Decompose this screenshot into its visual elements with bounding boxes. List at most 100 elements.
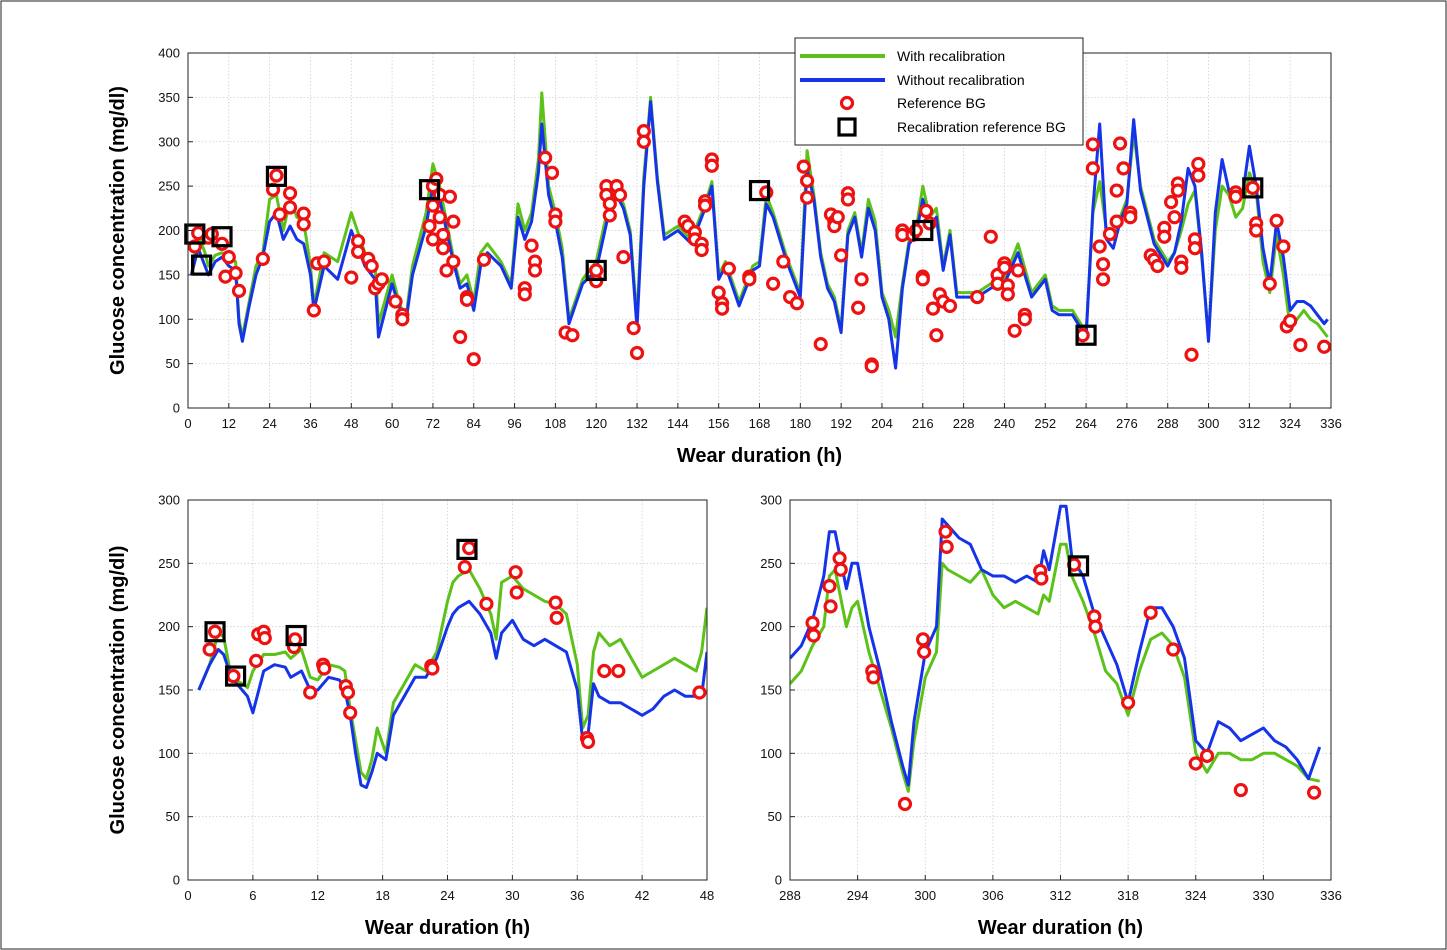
x-tick-label: 168: [749, 416, 771, 431]
series-line-without-recalibration: [197, 599, 707, 789]
x-tick-label: 306: [982, 888, 1004, 903]
reference-bg-point: [939, 539, 954, 554]
reference-bg-point: [789, 296, 805, 311]
x-tick-label: 18: [375, 888, 389, 903]
reference-bg-point: [1188, 756, 1203, 771]
reference-bg-point: [1164, 195, 1179, 210]
reference-bg-point: [282, 186, 298, 201]
reference-bg-point: [527, 263, 543, 278]
x-tick-label: 0: [184, 888, 191, 903]
reference-bg-point: [1276, 239, 1291, 254]
reference-bg-point: [1157, 229, 1172, 244]
reference-bg-point: [1233, 782, 1248, 798]
reference-bg-point: [616, 250, 631, 265]
legend-label: Without recalibration: [897, 72, 1025, 88]
reference-bg-point: [459, 292, 475, 307]
y-tick-label: 300: [760, 493, 782, 508]
reference-bg-point: [340, 685, 356, 700]
reference-bg-point: [612, 187, 628, 203]
x-tick-label: 336: [1320, 888, 1342, 903]
reference-bg-point: [509, 585, 524, 600]
reference-bg-point: [344, 270, 359, 285]
reference-bg-point: [580, 734, 596, 750]
recalibration-bg-point: [748, 179, 771, 202]
x-tick-label: 24: [262, 416, 276, 431]
reference-bg-point: [1150, 258, 1165, 274]
reference-bg-point: [446, 214, 461, 229]
chart-panel-2: 0 6 12 18 24 30 36 42 48 0 50 100 150 200 250 300 Wear d…: [107, 493, 714, 940]
reference-bg-point: [602, 208, 617, 223]
reference-bg-point: [832, 551, 847, 566]
reference-bg-point: [611, 663, 626, 679]
reference-bg-point: [1191, 156, 1206, 172]
reference-bg-point: [796, 159, 811, 174]
chart-panel-3: 288 294 300 306 312 318 324 330 336 0 50 100 150 200 2…: [760, 493, 1342, 940]
x-tick-label: 72: [426, 416, 440, 431]
x-axis-label: Wear duration (h): [365, 917, 530, 939]
recalibration-bg-point: [1075, 324, 1097, 346]
reference-bg-point: [1034, 571, 1049, 586]
reference-bg-point: [226, 668, 241, 684]
reference-bg-point: [436, 227, 451, 243]
x-tick-label: 120: [585, 416, 607, 431]
reference-bg-point: [938, 524, 953, 539]
reference-bg-point: [565, 328, 580, 343]
reference-bg-point: [202, 642, 217, 657]
reference-bg-point: [692, 685, 707, 700]
x-tick-label: 42: [635, 888, 649, 903]
reference-bg-point: [439, 263, 454, 278]
reference-bg-point: [694, 242, 709, 258]
reference-bg-point: [1092, 239, 1107, 254]
x-axis-label: Wear duration (h): [978, 917, 1143, 939]
y-tick-label: 100: [760, 746, 782, 761]
x-tick-label: 252: [1034, 416, 1056, 431]
x-tick-label: 228: [953, 416, 975, 431]
x-tick-label: 96: [507, 416, 521, 431]
x-tick-label: 240: [994, 416, 1016, 431]
reference-bg-point: [538, 150, 553, 165]
y-tick-label: 50: [768, 809, 782, 824]
x-tick-label: 330: [1253, 888, 1275, 903]
reference-bg-point: [1010, 263, 1026, 278]
reference-bg-point: [929, 328, 944, 343]
reference-bg-point: [800, 190, 815, 205]
reference-bg-point: [269, 168, 284, 183]
reference-bg-point: [915, 272, 930, 287]
reference-bg-point: [214, 236, 230, 251]
reference-bg-point: [864, 359, 879, 374]
y-tick-label: 200: [158, 223, 180, 238]
reference-bg-point: [759, 185, 774, 200]
reference-bg-point: [466, 352, 481, 367]
x-tick-label: 336: [1320, 416, 1342, 431]
reference-bg-point: [317, 661, 332, 676]
reference-bg-point: [442, 189, 458, 204]
reference-bg-point: [1199, 748, 1215, 763]
reference-bg-point: [917, 644, 932, 660]
reference-bg-point: [1191, 168, 1206, 183]
reference-bg-point: [1085, 137, 1100, 152]
reference-bg-point: [830, 210, 845, 225]
reference-bg-point: [388, 294, 403, 309]
reference-bg-point: [1088, 619, 1103, 634]
legend: With recalibration Without recalibration R…: [794, 37, 1084, 146]
reference-bg-point: [429, 171, 444, 187]
reference-bg-point: [453, 329, 468, 345]
reference-bg-point: [942, 298, 958, 314]
reference-bg-point: [1317, 339, 1332, 354]
y-axis-label: Glucose concentration (mg/dl): [107, 86, 129, 375]
reference-bg-point: [766, 276, 781, 291]
reference-bg-point: [1262, 276, 1277, 291]
reference-bg-point: [364, 258, 379, 274]
legend-label: Reference BG: [897, 95, 986, 111]
recalibration-bg-point: [211, 226, 233, 248]
reference-bg-point: [597, 663, 612, 679]
recalibration-bg-point: [456, 538, 478, 561]
recalibration-bg-point: [585, 259, 607, 282]
x-tick-label: 48: [344, 416, 358, 431]
x-tick-label: 132: [626, 416, 648, 431]
reference-bg-point: [1109, 183, 1124, 198]
reference-bg-point: [548, 595, 563, 610]
reference-bg-point: [549, 610, 564, 625]
y-tick-label: 200: [158, 619, 180, 634]
x-tick-label: 24: [440, 888, 454, 903]
